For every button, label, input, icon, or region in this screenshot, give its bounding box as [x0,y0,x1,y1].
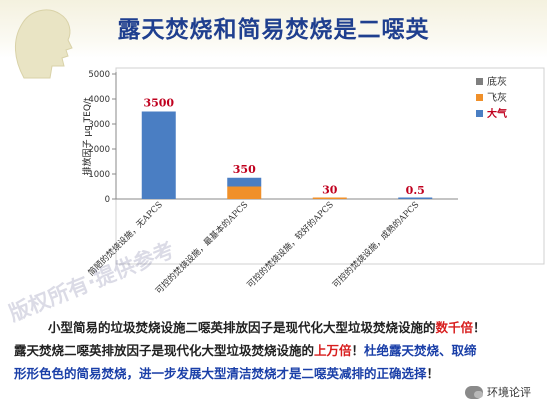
legend-label-2: 飞灰 [487,91,507,104]
highlight-thousands: 数千倍 [435,320,474,335]
legend-label-3: 大气 [487,107,507,120]
legend-label-1: 底灰 [487,75,507,88]
y-tick-label: 2000 [88,145,110,155]
data-label-3: 30 [322,183,338,196]
brand-name: 环境论评 [487,386,531,399]
body-line-2-call: 杜绝露天焚烧、取缔 [364,343,477,358]
bar-1-series-3 [141,111,176,199]
legend-swatch-2 [476,94,483,101]
body-line-1-end: ！ [473,320,486,335]
highlight-tens-of-thousands: 上万倍 [314,343,352,358]
y-tick-label: 1000 [88,170,110,180]
legend-swatch-1 [476,78,483,85]
slide-title: 露天焚烧和简易焚烧是二噁英 [117,17,430,43]
chart-frame [115,67,545,265]
body-line-3-text: 形形色色的简易焚烧，进一步发展大型清洁焚烧才是二噁英减排的正确选择 [14,366,427,381]
y-tick-label: 4000 [88,95,110,105]
brand-mark: 环境论评 [465,384,531,400]
bar-4-series-3 [398,197,433,199]
wechat-icon [465,385,483,399]
y-axis-label: 排放因子 µg TEQ/t [81,97,93,175]
bar-2-series-3 [227,177,262,187]
body-line-3-end: ！ [426,366,440,381]
legend-swatch-3 [476,110,483,117]
body-line-2-mark: ！ [351,343,365,358]
bar-3-series-2 [312,197,347,199]
body-line-1: 小型简易的垃圾焚烧设施二噁英排放因子是现代化大型垃圾焚烧设施的数千倍！ [14,316,539,339]
data-label-1: 3500 [143,97,174,110]
data-label-2: 350 [233,163,256,176]
body-line-1-text: 小型简易的垃圾焚烧设施二噁英排放因子是现代化大型垃圾焚烧设施的 [48,320,436,335]
head-silhouette-logo [15,9,73,79]
y-tick-label: 3000 [88,120,110,130]
body-text: 小型简易的垃圾焚烧设施二噁英排放因子是现代化大型垃圾焚烧设施的数千倍！ 露天焚烧… [14,316,539,385]
y-tick-label: 5000 [88,70,110,80]
data-label-4: 0.5 [406,184,425,197]
body-line-2-text: 露天焚烧二噁英排放因子是现代化大型垃圾焚烧设施的 [14,343,315,358]
title-band [0,0,547,58]
chart-area: 0 1000 2000 3000 4000 5000 排放因子 µg TEQ/t 3500 简陋… [0,58,547,308]
body-line-3: 形形色色的简易焚烧，进一步发展大型清洁焚烧才是二噁英减排的正确选择！ [14,362,539,385]
y-tick-label: 0 [105,195,110,205]
body-line-2: 露天焚烧二噁英排放因子是现代化大型垃圾焚烧设施的上万倍！杜绝露天焚烧、取缔 [14,339,539,362]
bar-2-series-2 [227,186,262,199]
